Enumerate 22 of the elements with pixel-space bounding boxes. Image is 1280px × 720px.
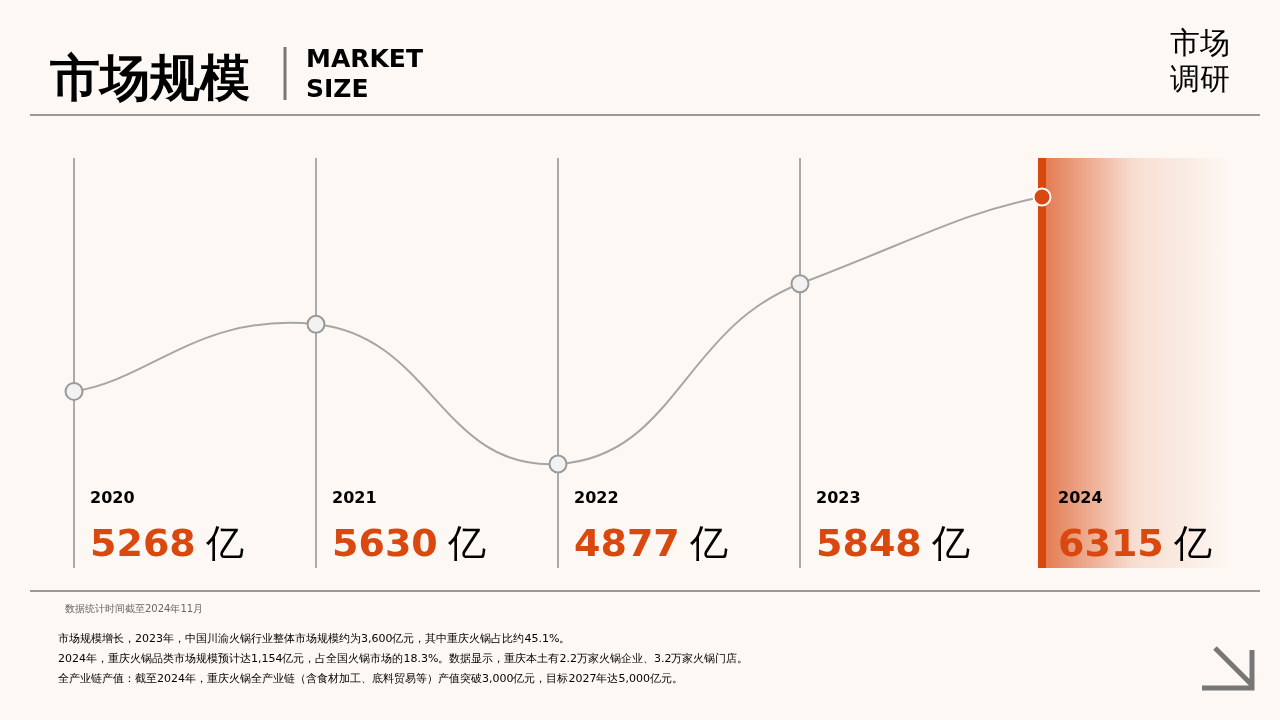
- point: [548, 454, 568, 474]
- data-label: 4877 亿: [574, 521, 728, 565]
- x-tick-label: 2023: [816, 488, 861, 507]
- chart-subtitle: MARKET SIZE: [306, 44, 423, 103]
- data-label: 6315 亿: [1058, 521, 1212, 565]
- x-tick-label: 2024: [1058, 488, 1103, 507]
- text: 市场规模增长，2023年，中国川渝火锅行业整体市场规模约为3,600亿元，其中重庆火锅占比约45.1%。: [58, 632, 571, 645]
- point: [1032, 187, 1052, 207]
- text: 全产业链产值：截至2024年，重庆火锅全产业链（含食材加工、底料贸易等）产值突破3,000亿元，目标2027年达5,000亿元。: [58, 672, 683, 685]
- text: 数据统计时间截至2024年11月: [65, 603, 204, 614]
- data-label: 5630 亿: [332, 521, 486, 565]
- x-tick-label: 2020: [90, 488, 135, 507]
- data-label: 5268 亿: [90, 521, 244, 565]
- text: 2024年，重庆火锅品类市场规模预计达1,154亿元，占全国火锅市场的18.3%。数据显示，重庆本土有2.2万家火锅企业、3.2万家火锅门店。: [58, 652, 749, 665]
- x-tick-label: 2021: [332, 488, 377, 507]
- chart-title: 市场规模: [49, 49, 250, 107]
- point: [790, 274, 810, 294]
- point: [306, 314, 326, 334]
- text: 市场调研: [1170, 25, 1230, 96]
- x-tick-label: 2022: [574, 488, 619, 507]
- data-label: 5848 亿: [816, 521, 970, 565]
- point: [64, 381, 84, 401]
